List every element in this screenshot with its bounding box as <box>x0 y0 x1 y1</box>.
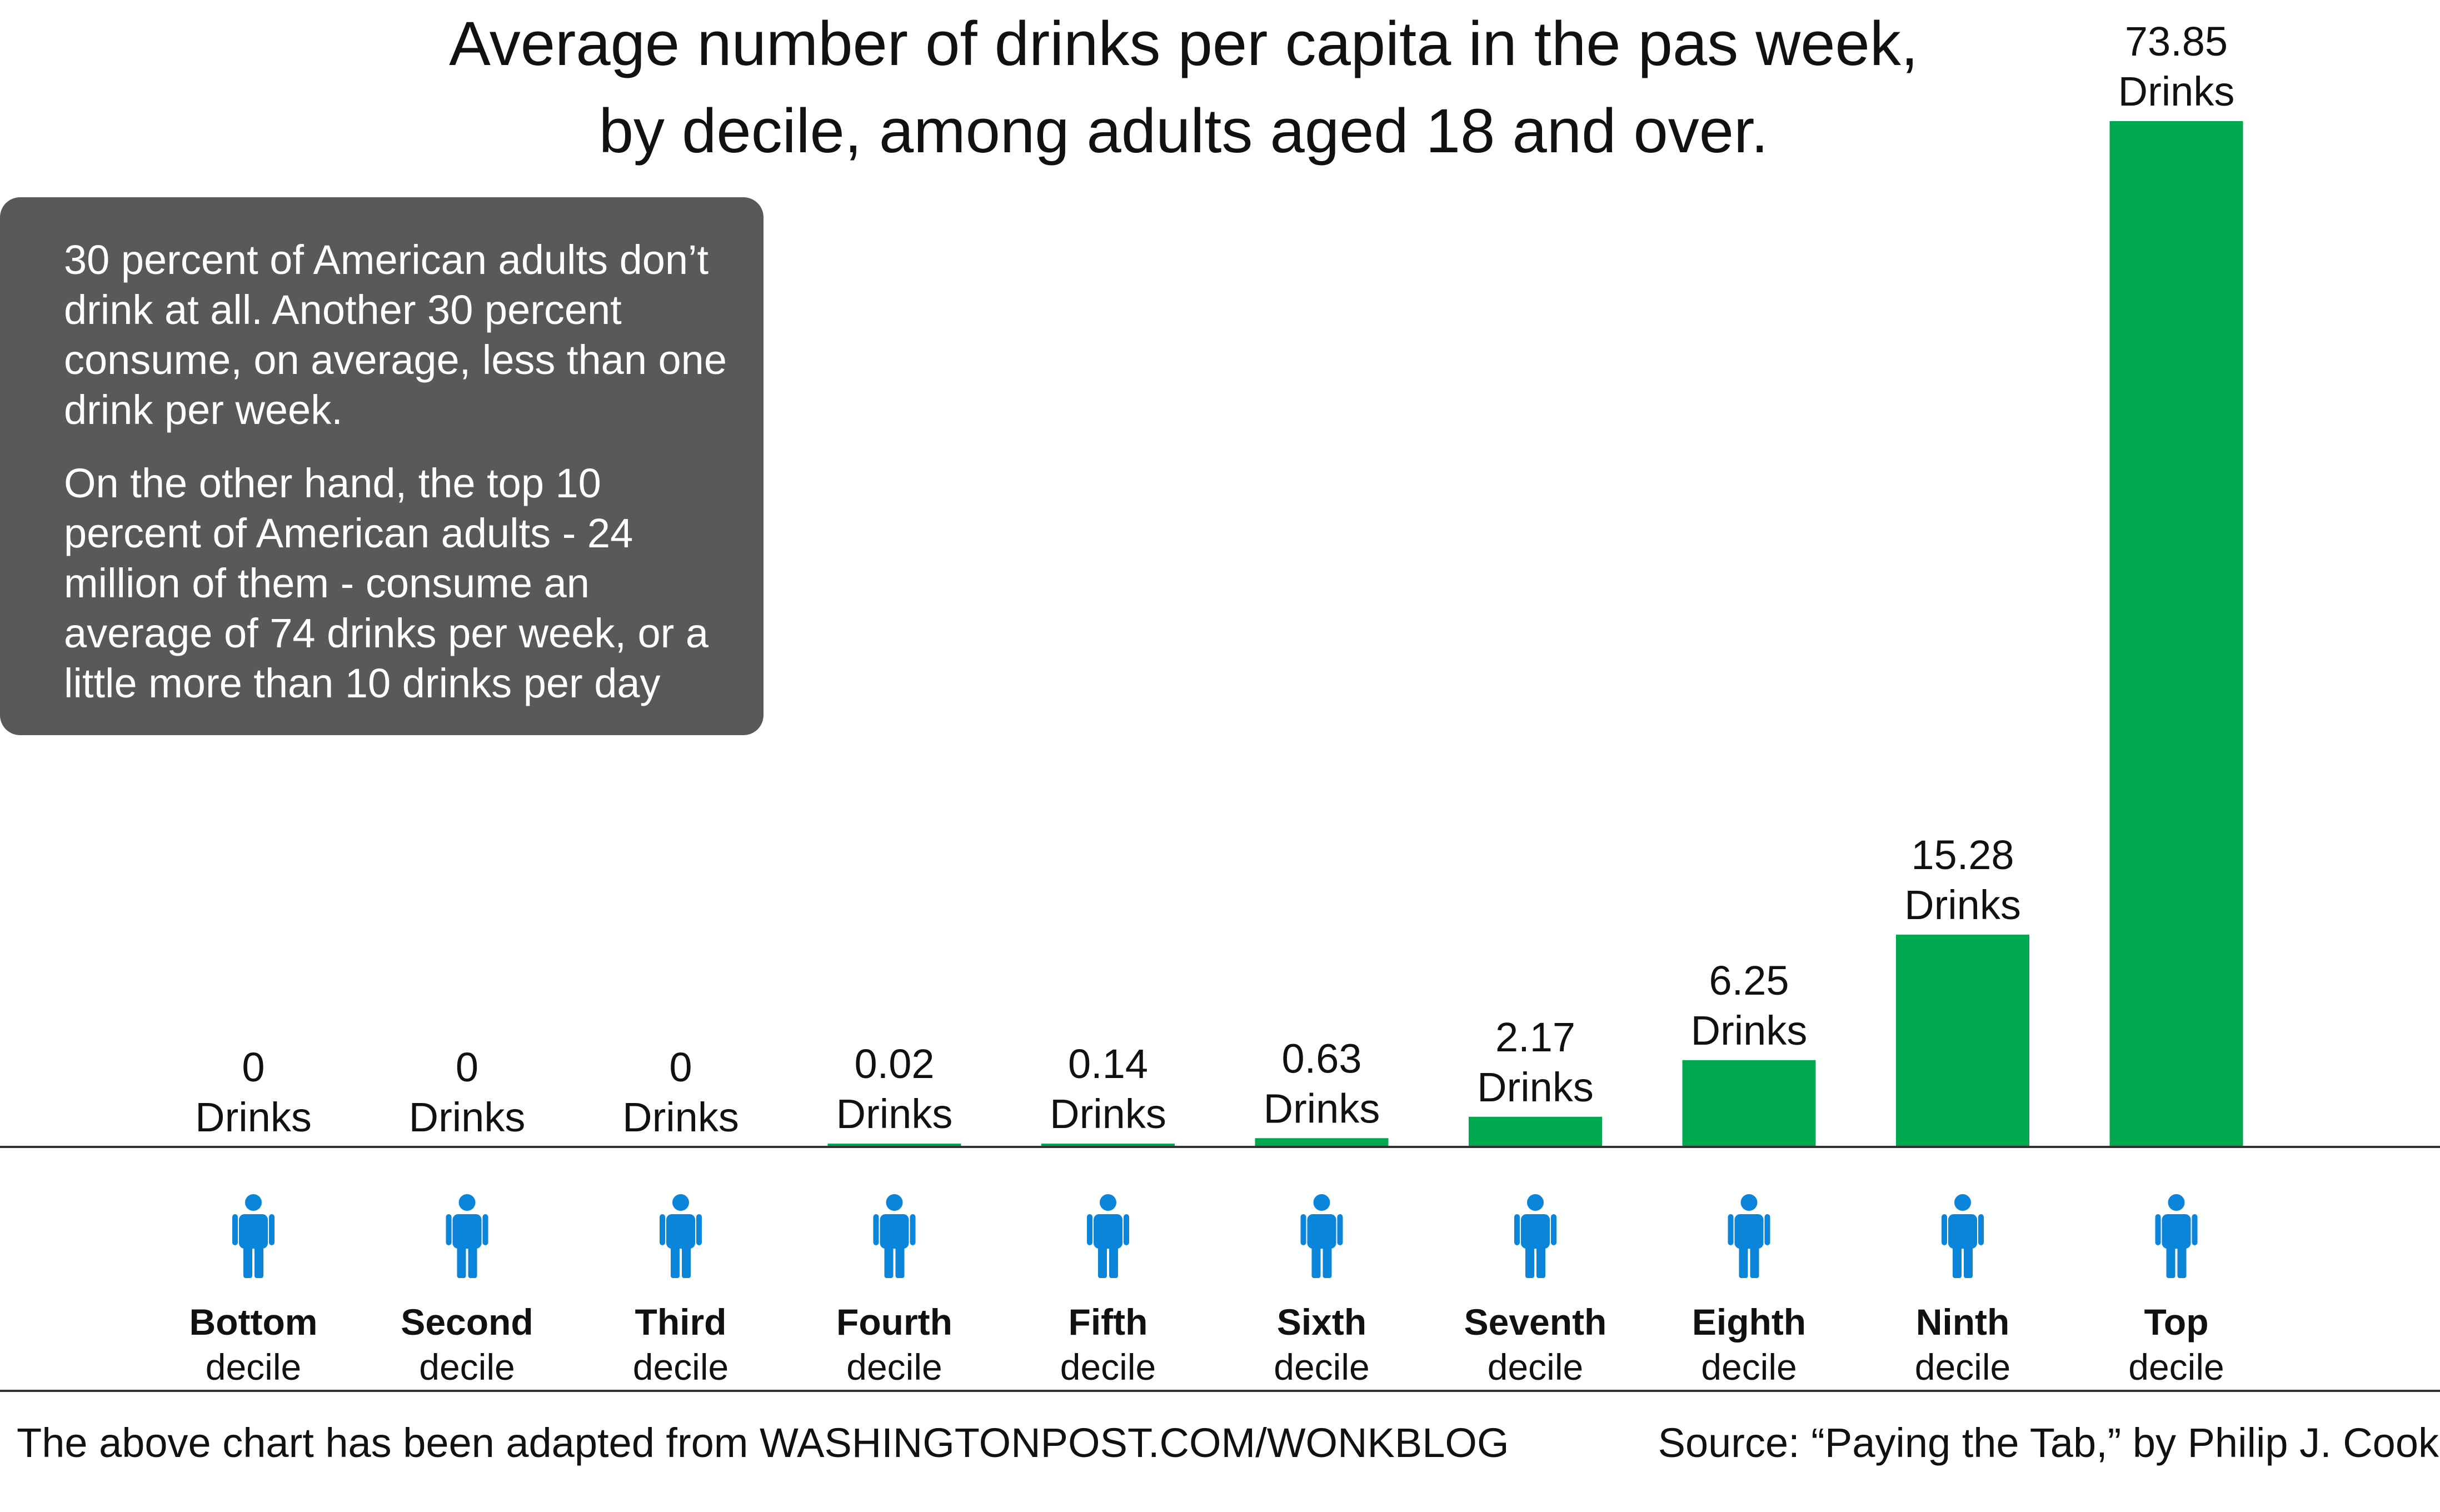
category-label: Eighth <box>1692 1301 1806 1343</box>
value-label: 0.14 <box>1068 1041 1148 1087</box>
bar-ninth <box>1896 935 2029 1147</box>
bar-fourth <box>827 1144 961 1147</box>
category-sublabel: decile <box>1274 1346 1369 1388</box>
category-label: Third <box>635 1301 727 1343</box>
value-label: 0 <box>456 1044 478 1090</box>
value-label: 0.63 <box>1281 1035 1361 1081</box>
value-unit-label: Drinks <box>1264 1085 1380 1131</box>
category-labels-layer: BottomdecileSeconddecileThirddecileFourt… <box>189 1301 2224 1388</box>
value-labels-layer: 0Drinks0Drinks0Drinks0.02Drinks0.14Drink… <box>195 18 2234 1140</box>
value-unit-label: Drinks <box>1477 1064 1594 1110</box>
value-label: 0 <box>242 1044 265 1090</box>
value-unit-label: Drinks <box>2118 68 2235 114</box>
value-unit-label: Drinks <box>1050 1091 1166 1137</box>
value-label: 15.28 <box>1911 832 2014 878</box>
bars-layer <box>827 121 2243 1147</box>
value-unit-label: Drinks <box>622 1094 739 1140</box>
value-label: 6.25 <box>1709 957 1789 1004</box>
footer-credit: The above chart has been adapted from WA… <box>17 1420 1509 1466</box>
person-icon <box>1300 1194 1343 1278</box>
category-label: Bottom <box>189 1301 318 1343</box>
person-icon <box>446 1194 488 1278</box>
person-icon <box>1942 1194 1984 1278</box>
category-label: Ninth <box>1916 1301 2010 1343</box>
bar-top <box>2109 121 2243 1147</box>
bar-seventh <box>1469 1116 1602 1147</box>
value-unit-label: Drinks <box>409 1094 526 1140</box>
category-sublabel: decile <box>1488 1346 1583 1388</box>
chart-title-line-2: by decile, among adults aged 18 and over… <box>598 96 1769 166</box>
value-unit-label: Drinks <box>836 1091 953 1137</box>
callout-paragraph-1: 30 percent of American adults don’t drin… <box>64 237 727 433</box>
person-icon <box>1728 1194 1770 1278</box>
category-sublabel: decile <box>206 1346 301 1388</box>
value-unit-label: Drinks <box>1904 882 2021 928</box>
value-label: 2.17 <box>1495 1014 1575 1060</box>
value-label: 0 <box>669 1044 692 1090</box>
category-label: Second <box>401 1301 533 1343</box>
value-label: 73.85 <box>2125 18 2228 64</box>
person-icon <box>873 1194 916 1278</box>
chart-title-line-1: Average number of drinks per capita in t… <box>449 9 1918 78</box>
category-label: Top <box>2144 1301 2208 1343</box>
person-icon <box>660 1194 702 1278</box>
bar-eighth <box>1682 1060 1816 1147</box>
category-label: Fourth <box>836 1301 952 1343</box>
person-icon <box>232 1194 275 1278</box>
person-icon <box>1087 1194 1129 1278</box>
value-unit-label: Drinks <box>1691 1007 1808 1054</box>
callout-paragraph-2: On the other hand, the top 10 percent of… <box>64 460 708 706</box>
person-icons-layer <box>232 1194 2198 1278</box>
bar-fifth <box>1041 1144 1175 1147</box>
bar-sixth <box>1255 1138 1389 1147</box>
chart-title: Average number of drinks per capita in t… <box>200 0 2167 174</box>
person-icon <box>2155 1194 2198 1278</box>
category-sublabel: decile <box>419 1346 515 1388</box>
category-sublabel: decile <box>2128 1346 2224 1388</box>
category-sublabel: decile <box>1701 1346 1797 1388</box>
person-icon <box>1514 1194 1556 1278</box>
footer-source: Source: “Paying the Tab,” by Philip J. C… <box>1658 1420 2439 1466</box>
callout-box: 30 percent of American adults don’t drin… <box>0 197 764 735</box>
category-sublabel: decile <box>1915 1346 2010 1388</box>
category-sublabel: decile <box>846 1346 942 1388</box>
category-label: Seventh <box>1464 1301 1607 1343</box>
value-label: 0.02 <box>854 1041 934 1087</box>
category-label: Sixth <box>1277 1301 1366 1343</box>
value-unit-label: Drinks <box>195 1094 312 1140</box>
category-sublabel: decile <box>633 1346 728 1388</box>
category-label: Fifth <box>1069 1301 1148 1343</box>
category-sublabel: decile <box>1060 1346 1156 1388</box>
